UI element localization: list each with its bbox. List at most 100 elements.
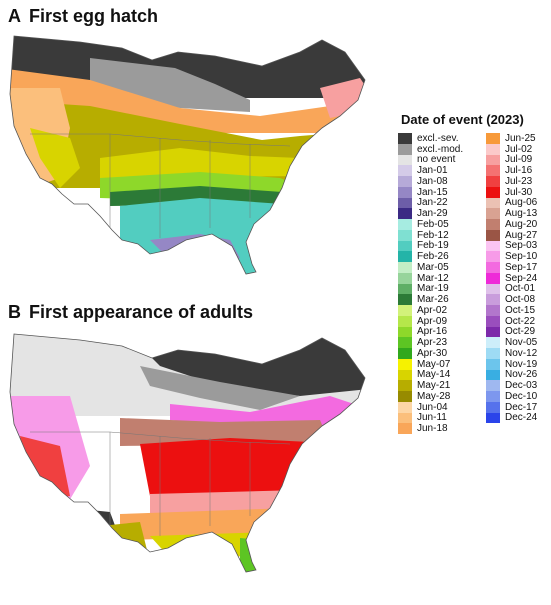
legend-swatch	[398, 315, 412, 327]
legend-item: Jan-08	[398, 176, 486, 187]
legend-item: Jul-23	[486, 176, 550, 187]
legend-swatch	[398, 219, 412, 230]
legend-item: no event	[398, 154, 486, 166]
border-lines	[30, 431, 291, 536]
coastline-outline	[9, 35, 366, 275]
legend-swatch	[486, 197, 500, 209]
legend-swatch	[398, 229, 412, 241]
legend-swatch	[486, 143, 500, 155]
legend-swatch	[398, 391, 412, 402]
border-lines	[30, 133, 291, 238]
legend-label: Jul-02	[505, 143, 533, 155]
legend-swatch	[398, 143, 412, 155]
legend-item: Mar-12	[398, 273, 486, 284]
map-first-egg-hatch	[9, 35, 366, 275]
egg-hatch-zones	[10, 36, 365, 274]
legend-label: Dec-24	[505, 412, 538, 424]
legend-label: Dec-03	[505, 380, 538, 392]
legend-swatch	[398, 154, 412, 166]
legend-swatch	[486, 133, 500, 144]
legend-swatch	[486, 262, 500, 273]
legend-item: Jun-18	[398, 423, 486, 434]
legend-label: Nov-19	[505, 358, 538, 370]
legend-item: Apr-23	[398, 337, 486, 348]
legend-column-2: Jun-25 Jul-02 Jul-09 Jul-16 Jul-23 Jul-30 Aug-…	[486, 133, 550, 434]
legend-swatch	[398, 165, 412, 176]
legend-swatch	[486, 186, 500, 198]
legend-item: May-28	[398, 391, 486, 402]
legend-label: Apr-02	[417, 304, 448, 316]
legend-label: Jul-23	[505, 175, 533, 187]
legend-item: Oct-01	[486, 283, 550, 295]
legend-item: Apr-02	[398, 305, 486, 316]
legend-label: Feb-05	[417, 218, 449, 230]
legend-item: Oct-22	[486, 316, 550, 327]
legend-label: Mar-05	[417, 261, 449, 273]
legend-swatch	[398, 294, 412, 305]
legend-item: Jun-04	[398, 402, 486, 413]
legend-swatch	[486, 391, 500, 402]
legend-item: Dec-10	[486, 391, 550, 402]
legend-swatch	[398, 251, 412, 262]
legend-item: Aug-06	[486, 197, 550, 209]
legend-swatch	[486, 401, 500, 413]
legend-item: Oct-08	[486, 294, 550, 305]
legend-swatch	[486, 176, 500, 187]
legend-label: Feb-12	[417, 229, 449, 241]
legend-swatch	[486, 369, 500, 381]
legend-label: Dec-17	[505, 401, 538, 413]
legend-label: Sep-03	[505, 240, 538, 252]
legend-swatch	[398, 305, 412, 316]
legend-label: Mar-26	[417, 294, 449, 306]
legend-label: Oct-15	[505, 304, 536, 316]
legend-item: Apr-09	[398, 316, 486, 327]
legend-label: Jan-01	[417, 165, 448, 177]
legend-label: Aug-13	[505, 208, 538, 220]
legend-swatch	[398, 262, 412, 273]
legend-item: Sep-24	[486, 273, 550, 284]
legend-item: Apr-16	[398, 326, 486, 338]
adult-appearance-zones	[10, 334, 365, 572]
legend-item: Dec-03	[486, 380, 550, 391]
legend-swatch	[486, 219, 500, 230]
legend-swatch	[486, 154, 500, 166]
legend-item: Nov-12	[486, 348, 550, 359]
legend-swatch	[486, 348, 500, 359]
legend-label: no event	[417, 154, 456, 166]
legend-item: Feb-19	[398, 240, 486, 251]
legend-item: Mar-05	[398, 262, 486, 273]
legend-swatch	[398, 133, 412, 144]
legend-label: Apr-16	[417, 326, 448, 338]
legend-swatch	[398, 176, 412, 187]
legend-label: Jun-25	[505, 132, 536, 144]
legend-item: Aug-20	[486, 219, 550, 230]
legend-swatch	[486, 251, 500, 262]
legend-label: Aug-20	[505, 218, 538, 230]
legend-label: Jan-29	[417, 208, 448, 220]
legend-swatch	[398, 283, 412, 295]
legend-label: Jan-22	[417, 197, 448, 209]
zone-may-gulf	[150, 532, 270, 558]
panel-a-title-text: First egg hatch	[29, 6, 159, 26]
legend-item: Aug-13	[486, 208, 550, 219]
legend-label: Sep-17	[505, 261, 538, 273]
legend-item: May-14	[398, 369, 486, 380]
zone-july-red	[140, 438, 310, 496]
panel-b-letter: B	[8, 302, 21, 322]
legend-item: excl.-mod.	[398, 144, 486, 155]
zone-september-fringe	[170, 396, 360, 426]
legend-label: Oct-01	[505, 283, 536, 295]
legend-label: May-07	[417, 358, 451, 370]
legend-label: May-21	[417, 380, 451, 392]
legend-item: Jan-15	[398, 187, 486, 198]
legend-swatch	[486, 229, 500, 241]
legend-item: Apr-30	[398, 348, 486, 359]
legend-swatch	[398, 186, 412, 198]
legend-swatch	[486, 326, 500, 338]
legend-label: Jan-15	[417, 186, 448, 198]
legend-item: Sep-03	[486, 240, 550, 252]
legend-label: Jun-11	[417, 412, 447, 424]
legend-item: Sep-17	[486, 262, 550, 273]
legend-label: Aug-06	[505, 197, 538, 209]
zone-mexico-dark	[50, 506, 130, 566]
